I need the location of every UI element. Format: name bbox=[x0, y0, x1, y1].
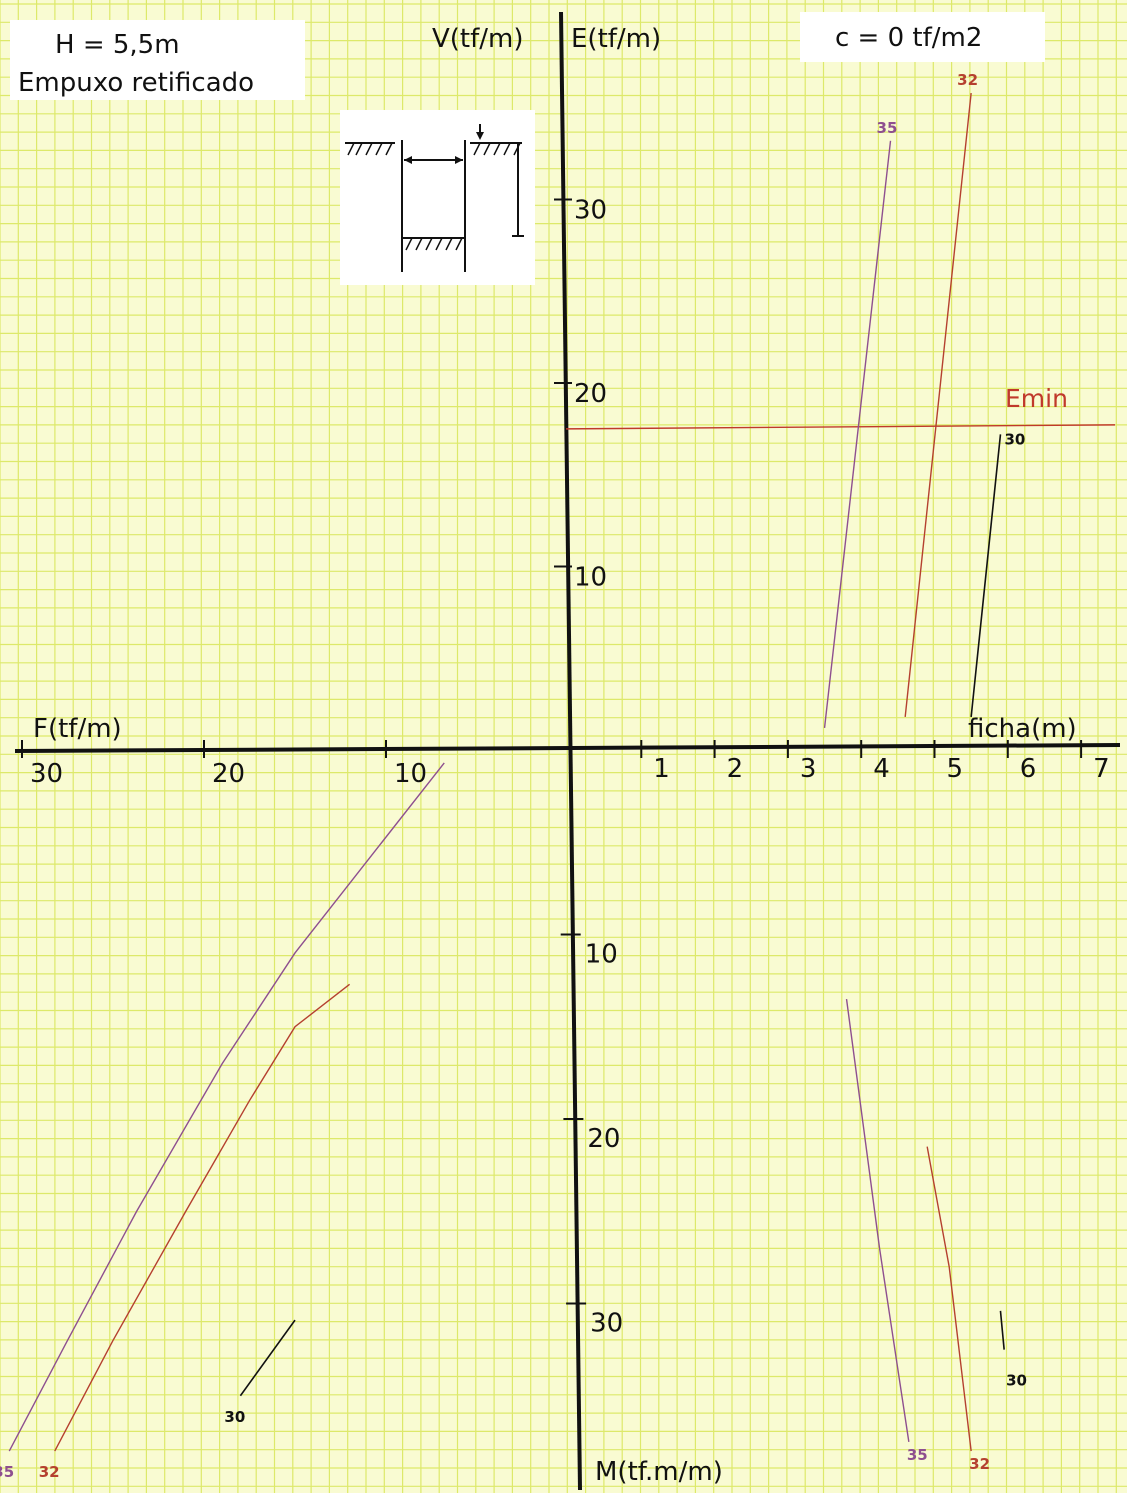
f-curve-label-32: 32 bbox=[39, 1463, 60, 1481]
f-axis-label: F(tf/m) bbox=[33, 714, 122, 744]
e-curve-label-32: 32 bbox=[957, 71, 978, 89]
m-curve-label-32: 32 bbox=[969, 1455, 990, 1473]
axes: F(tf/m) ficha(m) V(tf/m) E(tf/m) M(tf.m/… bbox=[14, 11, 1121, 1491]
e-curve-32 bbox=[904, 92, 972, 718]
m-axis-label: M(tf.m/m) bbox=[595, 1457, 723, 1487]
strut-arrowhead-right bbox=[455, 156, 463, 164]
strut-arrowhead-left bbox=[404, 156, 412, 164]
horizontal-axis bbox=[14, 743, 1121, 753]
e-curve-30 bbox=[970, 434, 1002, 718]
load-arrowhead bbox=[476, 132, 484, 140]
m-curve-35 bbox=[845, 998, 910, 1442]
m-curve-32 bbox=[926, 1146, 972, 1452]
ficha-tick-label: 7 bbox=[1093, 754, 1110, 784]
method-title: Empuxo retificado bbox=[18, 68, 254, 98]
e-tick-label: 30 bbox=[574, 196, 607, 226]
ficha-tick-label: 5 bbox=[947, 754, 964, 784]
ficha-axis-label: ficha(m) bbox=[968, 714, 1077, 744]
ficha-tick-label: 3 bbox=[800, 754, 817, 784]
f-curve-label-35: 35 bbox=[0, 1463, 14, 1481]
ficha-tick-label: 2 bbox=[727, 754, 744, 784]
e-tick-label: 10 bbox=[574, 563, 607, 593]
ficha-tick-label: 6 bbox=[1020, 754, 1037, 784]
vertical-axis bbox=[559, 11, 582, 1491]
sketch-background bbox=[340, 110, 535, 285]
m-curve-label-30: 30 bbox=[1006, 1372, 1027, 1390]
m-curve-label-35: 35 bbox=[907, 1446, 928, 1464]
emin-label: Emin bbox=[1005, 384, 1068, 413]
m-curve-30 bbox=[999, 1310, 1005, 1350]
header-box-right bbox=[800, 12, 1045, 62]
m-tick-label: 20 bbox=[587, 1124, 620, 1154]
e-tick-label: 20 bbox=[574, 379, 607, 409]
ficha-tick-label: 4 bbox=[873, 754, 890, 784]
emin-reference: Emin bbox=[565, 384, 1116, 430]
v-axis-label: V(tf/m) bbox=[432, 24, 524, 54]
curve-labels: 353230353230353230 bbox=[0, 71, 1027, 1481]
cohesion-value: c = 0 tf/m2 bbox=[835, 23, 982, 53]
axis-ticks: 1 2 3 4 5 6 7 10 20 30 10 20 30 10 20 30 bbox=[21, 196, 1110, 1339]
height-value: H = 5,5m bbox=[55, 30, 180, 60]
f-tick-label: 30 bbox=[30, 759, 63, 789]
header-box-left bbox=[10, 20, 305, 100]
f-curve-30 bbox=[239, 1319, 296, 1397]
f-curve-35 bbox=[8, 762, 445, 1452]
f-curve-label-30: 30 bbox=[224, 1408, 245, 1426]
soil-hatch bbox=[347, 142, 521, 251]
e-axis-label: E(tf/m) bbox=[571, 24, 661, 54]
f-tick-label: 10 bbox=[394, 759, 427, 789]
e-curve-label-30: 30 bbox=[1004, 430, 1025, 448]
f-tick-label: 20 bbox=[212, 759, 245, 789]
f-curve-32 bbox=[54, 983, 351, 1452]
ficha-tick-label: 1 bbox=[653, 754, 670, 784]
chart-header: H = 5,5m Empuxo retificado c = 0 tf/m2 bbox=[10, 12, 1045, 100]
e-curve-label-35: 35 bbox=[877, 119, 898, 137]
m-tick-label: 10 bbox=[585, 940, 618, 970]
m-tick-label: 30 bbox=[590, 1309, 623, 1339]
curves bbox=[8, 92, 1005, 1452]
e-curve-35 bbox=[823, 140, 892, 729]
wall-sketch bbox=[340, 110, 535, 285]
emin-line bbox=[565, 424, 1116, 430]
